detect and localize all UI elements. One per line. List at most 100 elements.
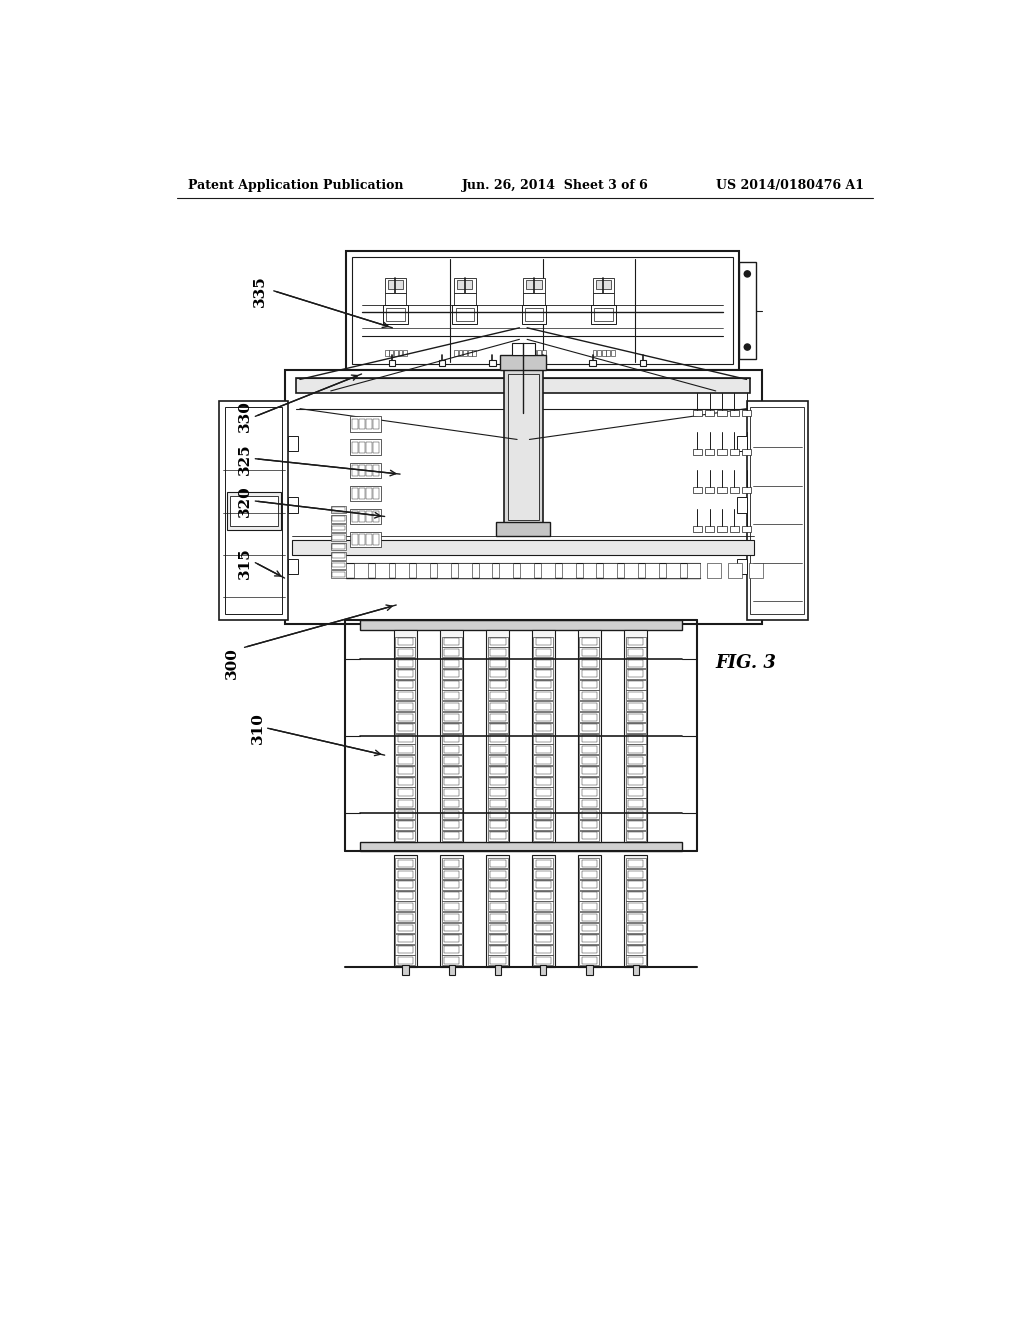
- Bar: [531, 630, 555, 842]
- Bar: [534, 711, 553, 722]
- Bar: [692, 411, 701, 416]
- Bar: [534, 912, 553, 923]
- Bar: [386, 308, 404, 321]
- Bar: [536, 692, 551, 700]
- Bar: [397, 789, 413, 796]
- Bar: [580, 669, 599, 678]
- Bar: [628, 871, 643, 878]
- Bar: [582, 735, 597, 742]
- Bar: [441, 945, 462, 954]
- Bar: [444, 810, 460, 817]
- Bar: [582, 692, 597, 700]
- Bar: [628, 681, 643, 688]
- Bar: [626, 711, 646, 722]
- Bar: [395, 744, 416, 755]
- Bar: [225, 407, 283, 614]
- Bar: [289, 436, 298, 451]
- Bar: [490, 779, 506, 785]
- Bar: [441, 711, 462, 722]
- Bar: [580, 869, 599, 879]
- Bar: [441, 891, 462, 900]
- Bar: [490, 832, 506, 840]
- Bar: [397, 649, 413, 656]
- Bar: [580, 830, 599, 841]
- Bar: [602, 350, 605, 356]
- Bar: [580, 680, 599, 689]
- Bar: [478, 562, 493, 578]
- Bar: [536, 756, 551, 763]
- Bar: [367, 418, 372, 429]
- Bar: [633, 965, 639, 974]
- Bar: [626, 788, 646, 797]
- Bar: [628, 638, 643, 645]
- Bar: [444, 946, 460, 953]
- Bar: [580, 809, 599, 818]
- Bar: [397, 638, 413, 645]
- Bar: [292, 540, 755, 554]
- Bar: [490, 903, 506, 909]
- Bar: [441, 933, 462, 944]
- Bar: [444, 767, 460, 775]
- Bar: [534, 647, 553, 657]
- Bar: [536, 903, 551, 909]
- Bar: [444, 725, 460, 731]
- Bar: [395, 680, 416, 689]
- Bar: [536, 660, 551, 667]
- Bar: [626, 933, 646, 944]
- Bar: [534, 945, 553, 954]
- Bar: [219, 401, 289, 620]
- Bar: [395, 690, 416, 701]
- Bar: [582, 649, 597, 656]
- Bar: [487, 669, 508, 678]
- Bar: [459, 350, 463, 356]
- Bar: [490, 882, 506, 888]
- Bar: [397, 702, 413, 710]
- Bar: [444, 735, 460, 742]
- Text: Patent Application Publication: Patent Application Publication: [188, 178, 403, 191]
- Bar: [333, 507, 345, 512]
- Bar: [536, 671, 551, 677]
- Bar: [536, 957, 551, 964]
- Bar: [458, 562, 472, 578]
- Bar: [582, 859, 597, 867]
- Bar: [490, 892, 506, 899]
- Bar: [487, 880, 508, 890]
- Bar: [397, 946, 413, 953]
- Bar: [536, 767, 551, 775]
- Bar: [385, 293, 407, 305]
- Bar: [626, 923, 646, 933]
- Bar: [520, 562, 535, 578]
- Bar: [526, 280, 542, 289]
- Bar: [582, 714, 597, 721]
- Bar: [395, 820, 416, 830]
- Bar: [487, 776, 508, 787]
- Bar: [397, 660, 413, 667]
- Bar: [487, 809, 508, 818]
- Bar: [331, 506, 346, 513]
- Bar: [487, 723, 508, 733]
- Bar: [395, 858, 416, 869]
- Bar: [490, 957, 506, 964]
- Bar: [540, 360, 546, 367]
- Bar: [439, 360, 445, 367]
- Bar: [444, 903, 460, 909]
- Bar: [628, 821, 643, 829]
- Bar: [441, 776, 462, 787]
- Bar: [536, 746, 551, 752]
- Bar: [580, 891, 599, 900]
- Circle shape: [744, 271, 751, 277]
- Bar: [375, 562, 388, 578]
- Bar: [487, 902, 508, 911]
- Bar: [523, 350, 527, 356]
- Bar: [536, 946, 551, 953]
- Bar: [389, 350, 393, 356]
- Bar: [626, 945, 646, 954]
- Bar: [626, 902, 646, 911]
- Bar: [397, 924, 413, 932]
- Bar: [500, 355, 547, 370]
- Bar: [397, 810, 413, 817]
- Bar: [397, 832, 413, 840]
- Bar: [395, 891, 416, 900]
- Bar: [534, 902, 553, 911]
- Bar: [296, 378, 751, 393]
